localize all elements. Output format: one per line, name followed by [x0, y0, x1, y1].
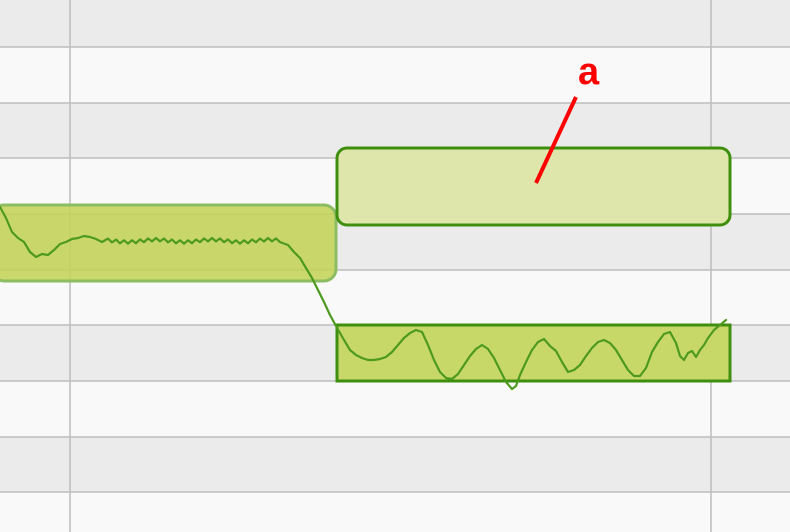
row-band	[0, 437, 790, 492]
annotation-pointer-line	[534, 96, 578, 184]
upper-highlight-box	[335, 146, 732, 227]
signal-trace	[0, 205, 728, 391]
row-band	[0, 0, 790, 47]
row-band	[0, 47, 790, 103]
row-band	[0, 492, 790, 532]
annotation-label: a	[578, 51, 600, 93]
row-band	[0, 381, 790, 437]
